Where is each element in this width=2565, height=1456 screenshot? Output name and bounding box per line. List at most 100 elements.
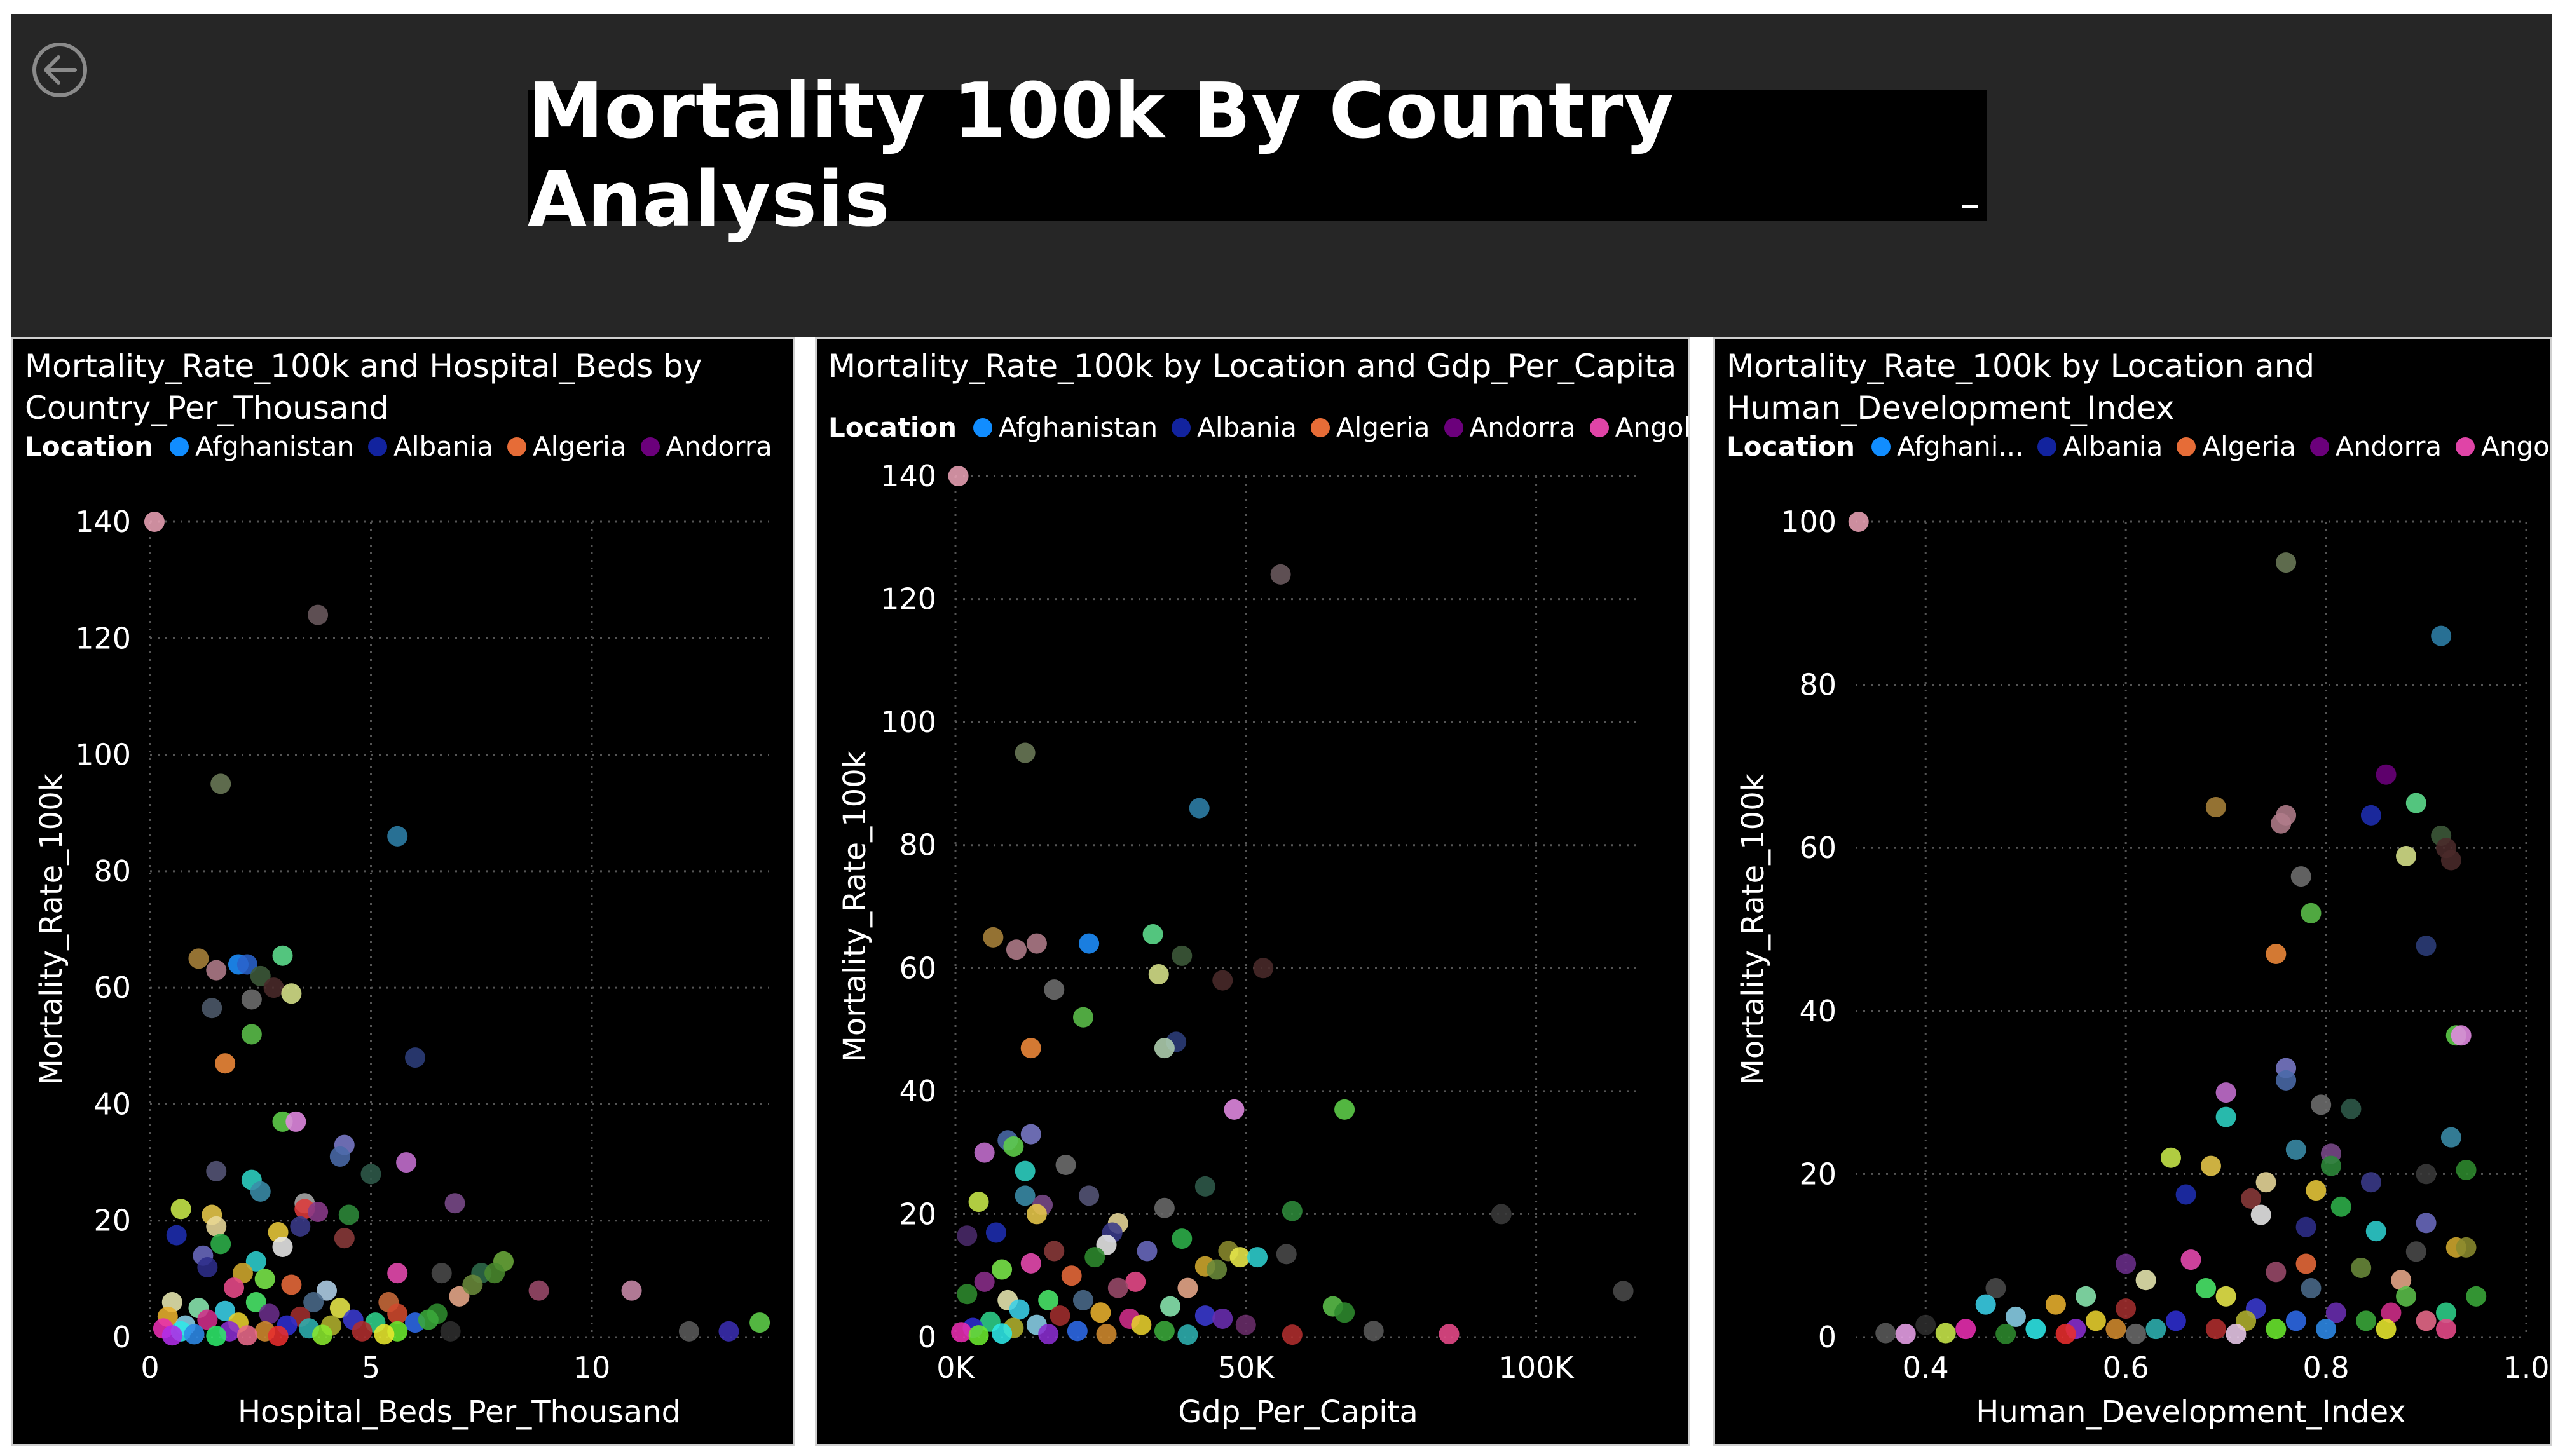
data-point[interactable] <box>245 1292 266 1313</box>
data-point[interactable] <box>1995 1323 2016 1344</box>
data-point[interactable] <box>2145 1319 2166 1340</box>
legend-item[interactable]: Algeria <box>2177 428 2296 466</box>
data-point[interactable] <box>308 604 329 625</box>
data-point[interactable] <box>1142 924 1163 945</box>
data-point[interactable] <box>1055 1155 1076 1175</box>
data-point[interactable] <box>387 1303 408 1324</box>
data-point[interactable] <box>2266 1262 2287 1283</box>
data-point[interactable] <box>2215 1106 2236 1127</box>
data-point[interactable] <box>2161 1147 2182 1168</box>
data-point[interactable] <box>2175 1184 2196 1205</box>
data-point[interactable] <box>992 1323 1013 1344</box>
data-point[interactable] <box>1015 1160 1036 1181</box>
data-point[interactable] <box>431 1263 452 1284</box>
legend-item[interactable]: Afghanistan <box>973 409 1158 447</box>
data-point[interactable] <box>2266 1319 2287 1340</box>
data-point[interactable] <box>2295 1253 2316 1274</box>
data-point[interactable] <box>2055 1323 2076 1344</box>
data-point[interactable] <box>2205 1319 2226 1340</box>
data-point[interactable] <box>1090 1302 1111 1323</box>
data-point[interactable] <box>2381 1302 2402 1323</box>
data-point[interactable] <box>1015 742 1036 763</box>
data-point[interactable] <box>1026 1204 1047 1225</box>
data-point[interactable] <box>957 1225 978 1246</box>
data-point[interactable] <box>281 1274 302 1295</box>
data-point[interactable] <box>462 1274 483 1295</box>
data-point[interactable] <box>1282 1201 1303 1221</box>
data-point[interactable] <box>215 1300 236 1321</box>
data-point[interactable] <box>2451 1025 2472 1046</box>
circle-arrow-left-icon[interactable] <box>31 41 89 99</box>
data-point[interactable] <box>206 1160 227 1181</box>
legend-item[interactable]: Albania <box>1172 409 1297 447</box>
data-point[interactable] <box>210 1234 231 1255</box>
data-point[interactable] <box>1439 1324 1460 1345</box>
data-point[interactable] <box>206 1216 227 1237</box>
data-point[interactable] <box>1224 1099 1245 1120</box>
data-point[interactable] <box>352 1321 373 1342</box>
data-point[interactable] <box>2316 1319 2337 1340</box>
data-point[interactable] <box>2431 625 2452 646</box>
data-point[interactable] <box>1154 1321 1175 1342</box>
data-point[interactable] <box>1072 1289 1093 1310</box>
data-point[interactable] <box>983 927 1004 948</box>
data-point[interactable] <box>1895 1323 1916 1344</box>
data-point[interactable] <box>2360 1172 2381 1193</box>
data-point[interactable] <box>184 1324 205 1345</box>
data-point[interactable] <box>621 1280 642 1301</box>
data-point[interactable] <box>2105 1319 2126 1340</box>
data-point[interactable] <box>2396 846 2417 867</box>
data-point[interactable] <box>1061 1265 1082 1286</box>
data-point[interactable] <box>290 1216 311 1237</box>
data-point[interactable] <box>2076 1286 2096 1307</box>
data-point[interactable] <box>1131 1314 1152 1335</box>
data-point[interactable] <box>1096 1324 1117 1345</box>
data-point[interactable] <box>440 1321 461 1342</box>
data-point[interactable] <box>1072 1007 1093 1028</box>
data-point[interactable] <box>144 512 165 532</box>
data-point[interactable] <box>2416 1164 2437 1185</box>
data-point[interactable] <box>449 1286 470 1307</box>
data-point[interactable] <box>2456 1159 2477 1180</box>
data-point[interactable] <box>1935 1323 1956 1344</box>
data-point[interactable] <box>1212 970 1233 991</box>
data-point[interactable] <box>2215 1286 2236 1307</box>
data-point[interactable] <box>2116 1253 2137 1274</box>
data-point[interactable] <box>2165 1310 2186 1331</box>
data-point[interactable] <box>2276 1070 2297 1091</box>
data-point[interactable] <box>2116 1298 2137 1319</box>
data-point[interactable] <box>2436 1319 2457 1340</box>
data-point[interactable] <box>2240 1188 2261 1209</box>
data-point[interactable] <box>1334 1099 1355 1120</box>
data-point[interactable] <box>1020 1038 1041 1059</box>
data-point[interactable] <box>2440 850 2461 871</box>
data-point[interactable] <box>2045 1294 2066 1315</box>
data-point[interactable] <box>334 1228 355 1249</box>
data-point[interactable] <box>2416 1310 2437 1331</box>
data-point[interactable] <box>1363 1321 1384 1342</box>
data-point[interactable] <box>1172 945 1193 966</box>
data-point[interactable] <box>259 1303 280 1324</box>
data-point[interactable] <box>1172 1228 1193 1249</box>
data-point[interactable] <box>2396 1286 2417 1307</box>
data-point[interactable] <box>2266 943 2287 964</box>
data-point[interactable] <box>1044 979 1065 1000</box>
data-point[interactable] <box>2391 1270 2412 1291</box>
data-point[interactable] <box>2365 1221 2386 1242</box>
data-point[interactable] <box>232 1263 253 1284</box>
data-point[interactable] <box>2250 1204 2271 1225</box>
data-point[interactable] <box>1282 1324 1303 1345</box>
data-point[interactable] <box>2311 1094 2332 1115</box>
data-point[interactable] <box>2360 805 2381 826</box>
data-point[interactable] <box>2271 813 2292 834</box>
data-point[interactable] <box>1194 1305 1215 1326</box>
data-point[interactable] <box>2301 902 2322 923</box>
data-point[interactable] <box>2276 552 2297 573</box>
data-point[interactable] <box>206 960 227 981</box>
data-point[interactable] <box>2376 764 2397 785</box>
data-point[interactable] <box>329 1298 350 1319</box>
data-point[interactable] <box>268 1326 289 1347</box>
data-point[interactable] <box>2405 1241 2426 1262</box>
data-point[interactable] <box>1276 1244 1297 1265</box>
data-point[interactable] <box>197 1309 218 1330</box>
